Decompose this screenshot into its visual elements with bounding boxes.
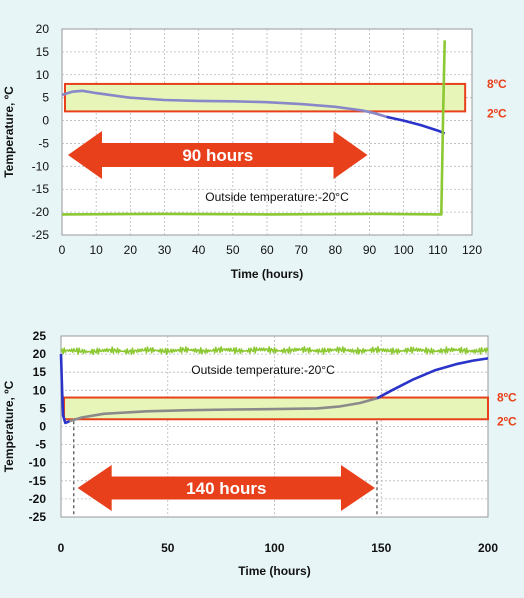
- x-tick-label: 80: [329, 243, 343, 257]
- x-tick-label: 70: [294, 243, 308, 257]
- duration-arrow: [68, 131, 368, 179]
- x-axis-label: Time (hours): [238, 564, 310, 578]
- series-line: [69, 397, 378, 423]
- band-high-label: 8ºC: [497, 391, 517, 405]
- x-tick-label: 0: [59, 243, 66, 257]
- y-tick-label: -15: [32, 182, 50, 196]
- y-tick-label: 0: [42, 114, 49, 128]
- y-tick-label: -5: [35, 438, 46, 452]
- y-tick-label: 10: [33, 383, 47, 397]
- y-tick-label: 20: [33, 347, 47, 361]
- x-tick-label: 10: [89, 243, 103, 257]
- y-tick-label: -5: [38, 136, 49, 150]
- y-tick-label: -15: [29, 474, 47, 488]
- y-tick-label: 5: [42, 91, 49, 105]
- duration-arrow: [77, 465, 375, 511]
- y-tick-label: -10: [29, 456, 47, 470]
- y-tick-label: -20: [29, 492, 47, 506]
- y-tick-label: 0: [39, 420, 46, 434]
- x-tick-label: 20: [124, 243, 138, 257]
- series-line: [61, 40, 446, 216]
- y-tick-label: 20: [36, 22, 50, 36]
- y-tick-label: -25: [32, 228, 50, 242]
- x-tick-label: 60: [260, 243, 274, 257]
- outside-temp-note: Outside temperature:-20°C: [191, 363, 335, 377]
- y-tick-label: 25: [33, 329, 47, 343]
- y-tick-label: -20: [32, 205, 50, 219]
- x-tick-label: 90: [363, 243, 377, 257]
- x-axis-label: Time (hours): [231, 267, 303, 281]
- duration-label: 140 hours: [186, 479, 266, 498]
- y-tick-label: -10: [32, 159, 50, 173]
- x-tick-label: 0: [58, 541, 65, 555]
- y-tick-label: 5: [39, 401, 46, 415]
- band-low-label: 2ºC: [487, 106, 507, 120]
- y-tick-label: -25: [29, 510, 47, 524]
- series-line: [61, 89, 387, 119]
- series-line: [376, 357, 489, 400]
- x-tick-label: 120: [462, 243, 482, 257]
- x-tick-label: 100: [264, 541, 284, 555]
- plot-area-0: [61, 28, 473, 236]
- x-tick-label: 110: [428, 243, 447, 257]
- x-tick-label: 30: [158, 243, 172, 257]
- x-tick-label: 40: [192, 243, 206, 257]
- x-tick-label: 50: [226, 243, 240, 257]
- series-line: [60, 345, 489, 356]
- duration-label: 90 hours: [182, 146, 253, 165]
- x-tick-label: 200: [478, 541, 498, 555]
- y-axis-label: Temperature, ºC: [2, 380, 16, 472]
- y-tick-label: 15: [36, 45, 50, 59]
- y-axis-label: Temperature, ºC: [2, 86, 16, 178]
- y-tick-label: 10: [36, 68, 50, 82]
- series-line: [386, 115, 446, 135]
- x-tick-label: 150: [371, 541, 391, 555]
- outside-temp-note: Outside temperature:-20°C: [205, 190, 349, 204]
- band-low-label: 2ºC: [497, 414, 517, 428]
- x-tick-label: 100: [394, 243, 414, 257]
- series-line: [59, 354, 71, 425]
- band-high-label: 8ºC: [487, 77, 507, 91]
- x-tick-label: 50: [161, 541, 175, 555]
- y-tick-label: 15: [33, 365, 47, 379]
